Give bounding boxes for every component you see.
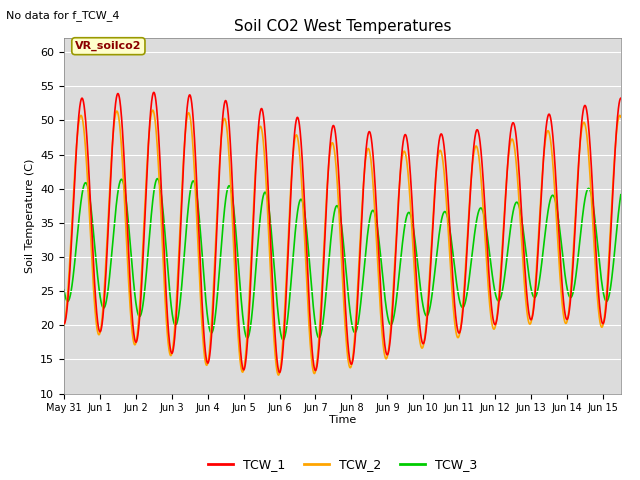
TCW_3 (154, 176, 161, 181)
TCW_2 (157, 208, 164, 214)
Title: Soil CO2 West Temperatures: Soil CO2 West Temperatures (234, 20, 451, 35)
TCW_2 (124, 258, 131, 264)
TCW_3 (279, 337, 287, 343)
TCW_2 (275, 372, 282, 378)
TCW_2 (298, 186, 306, 192)
TCW_2 (60, 323, 68, 328)
TCW_2 (274, 371, 282, 377)
TCW_1 (606, 241, 614, 247)
TCW_1 (124, 227, 131, 233)
TCW_1 (150, 89, 157, 95)
Legend: TCW_1, TCW_2, TCW_3: TCW_1, TCW_2, TCW_3 (203, 453, 482, 476)
TCW_3 (60, 287, 68, 293)
Line: TCW_3: TCW_3 (64, 179, 621, 340)
TCW_3 (298, 197, 306, 203)
TCW_2 (606, 229, 614, 235)
TCW_3 (274, 307, 282, 312)
TCW_1 (157, 173, 164, 179)
TCW_3 (617, 192, 625, 198)
TCW_1 (276, 370, 284, 375)
X-axis label: Time: Time (329, 415, 356, 425)
Line: TCW_1: TCW_1 (64, 92, 621, 372)
TCW_1 (547, 114, 554, 120)
TCW_3 (547, 197, 554, 203)
TCW_1 (60, 321, 68, 326)
TCW_3 (124, 210, 131, 216)
TCW_1 (617, 96, 625, 101)
Line: TCW_2: TCW_2 (64, 110, 621, 375)
TCW_3 (157, 188, 164, 193)
Y-axis label: Soil Temperature (C): Soil Temperature (C) (24, 159, 35, 273)
TCW_1 (274, 363, 282, 369)
TCW_3 (606, 287, 614, 292)
TCW_2 (547, 135, 554, 141)
TCW_1 (298, 153, 306, 159)
TCW_2 (149, 107, 157, 113)
Text: No data for f_TCW_4: No data for f_TCW_4 (6, 10, 120, 21)
Text: VR_soilco2: VR_soilco2 (75, 41, 141, 51)
TCW_2 (617, 114, 625, 120)
